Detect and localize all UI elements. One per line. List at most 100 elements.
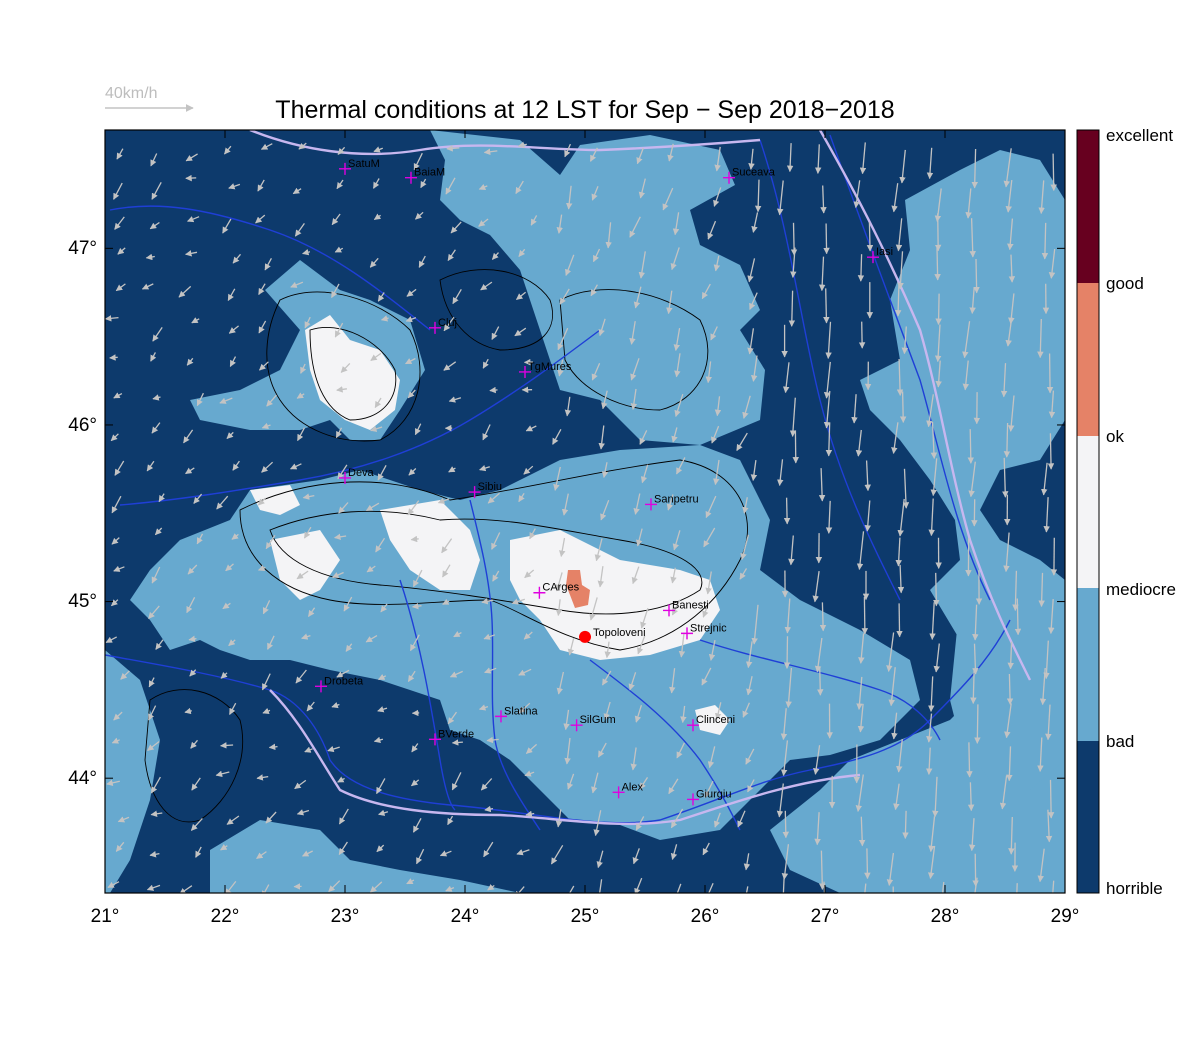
wind-arrow	[557, 359, 564, 377]
wind-arrow	[556, 214, 563, 234]
wind-arrow	[264, 257, 272, 271]
station-label: Slatina	[504, 705, 539, 717]
wind-arrow	[670, 844, 678, 861]
wind-arrow	[747, 328, 755, 355]
wind-arrow	[529, 528, 536, 540]
wind-arrow	[445, 885, 455, 892]
wind-arrow	[486, 736, 499, 744]
wind-arrow	[407, 670, 416, 683]
wind-arrow	[1004, 703, 1012, 739]
wind-arrow	[972, 604, 979, 641]
wind-arrow	[555, 599, 563, 617]
river-siret	[759, 139, 901, 601]
wind-arrow	[105, 636, 118, 643]
wind-arrow	[783, 636, 791, 669]
station-cross-icon	[533, 586, 546, 599]
wind-arrow	[568, 885, 575, 893]
river-mures	[119, 329, 601, 506]
wind-arrow	[859, 142, 867, 175]
wind-arrow	[149, 221, 160, 230]
wind-arrow	[812, 571, 820, 603]
wind-arrow	[599, 879, 603, 893]
wind-arrow	[1041, 222, 1049, 260]
wind-arrow	[603, 701, 611, 721]
wind-arrow	[776, 783, 784, 818]
station-cross-icon	[519, 365, 531, 378]
highlight-station-label: Topoloveni	[593, 627, 646, 639]
wind-arrow	[155, 639, 164, 650]
wind-arrow	[556, 671, 565, 695]
wind-arrow	[413, 152, 423, 171]
wind-arrow	[1037, 848, 1045, 883]
wind-arrow	[377, 292, 385, 302]
station-alex: Alex	[612, 781, 643, 799]
x-tick-label: 22°	[211, 906, 240, 927]
wind-arrow	[825, 500, 833, 534]
station-cross-icon	[405, 171, 417, 184]
wind-arrow	[782, 877, 785, 893]
wind-arrow	[820, 185, 827, 214]
wind-arrow	[633, 286, 642, 309]
wind-arrow	[708, 883, 714, 893]
wind-arrow	[447, 249, 456, 262]
wind-arrow	[561, 493, 569, 516]
wind-arrow	[638, 251, 646, 279]
wind-arrow	[925, 747, 933, 775]
wind-arrow	[1052, 880, 1055, 893]
wind-arrow	[1007, 641, 1014, 670]
wind-arrow	[598, 318, 606, 337]
map-area: SatuM BaiaM Suceava Iasi Cluj TgMures Deva Sibi…	[105, 130, 1065, 893]
bad-region-southwest	[105, 650, 160, 893]
wind-arrow	[377, 706, 388, 713]
wind-arrow	[589, 147, 598, 162]
wind-arrow	[746, 676, 753, 696]
wind-arrow	[304, 316, 311, 329]
station-label: SatuM	[348, 158, 380, 170]
wind-arrow	[373, 213, 382, 221]
station-cross-icon	[867, 251, 879, 264]
wind-arrow	[517, 141, 527, 148]
wind-arrow	[640, 608, 649, 629]
station-label: Clinceni	[696, 714, 735, 726]
wind-arrow	[491, 532, 501, 550]
colorbar-label-good: good	[1106, 274, 1144, 293]
wind-arrow	[590, 284, 598, 297]
wind-arrow	[113, 182, 123, 200]
station-clinceni: Clinceni	[687, 714, 735, 732]
colorbar-label-horrible: horrible	[1106, 879, 1163, 898]
wind-arrow	[226, 815, 240, 825]
wind-arrow	[146, 884, 161, 891]
wind-arrow	[487, 492, 500, 504]
wind-arrow	[672, 212, 680, 236]
station-drobeta: Drobeta	[315, 675, 364, 693]
colorbar-mediocre	[1077, 436, 1099, 588]
wind-arrow	[405, 357, 416, 365]
wind-arrow	[967, 782, 975, 812]
wind-arrow	[630, 388, 638, 410]
x-tick-label: 29°	[1051, 906, 1080, 927]
wind-arrow	[934, 247, 941, 281]
wind-arrow	[377, 464, 387, 481]
wind-arrow	[634, 877, 643, 893]
wind-arrow	[407, 500, 420, 516]
wind-arrow	[823, 361, 831, 399]
wind-arrow	[410, 535, 419, 543]
wind-arrow	[258, 320, 267, 334]
colorbar-label-excellent: excellent	[1106, 126, 1173, 145]
wind-arrow	[604, 641, 611, 659]
wind-arrow	[196, 392, 204, 407]
wind-arrow	[189, 669, 197, 677]
wind-arrow	[928, 498, 935, 537]
wind-arrow	[193, 493, 203, 504]
wind-arrow	[1003, 148, 1012, 188]
station-sanpetru: Sanpetru	[645, 493, 699, 511]
wind-arrow	[451, 739, 463, 746]
wind-arrow	[190, 739, 198, 749]
wind-arrow	[857, 703, 865, 733]
tick-marks	[104, 130, 1066, 893]
wind-arrow	[369, 881, 383, 893]
wind-arrow	[304, 746, 313, 753]
wind-arrow	[638, 178, 646, 199]
wind-arrow	[736, 432, 748, 452]
wind-arrow	[478, 218, 489, 227]
